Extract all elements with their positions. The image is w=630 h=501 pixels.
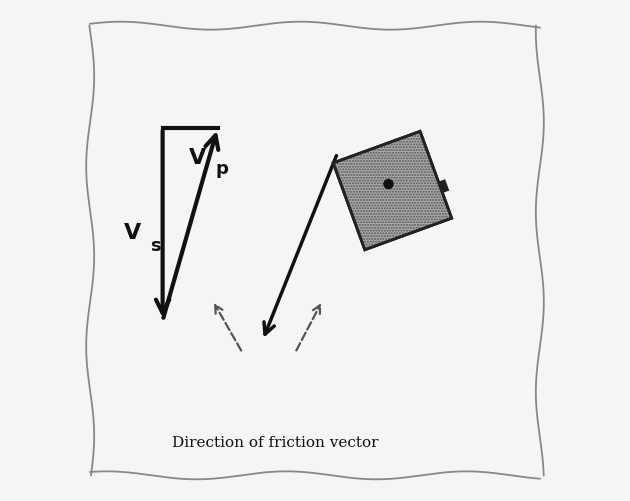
Polygon shape — [353, 179, 449, 224]
Text: $\mathbf{V}$: $\mathbf{V}$ — [188, 148, 207, 168]
Text: $\mathbf{p}$: $\mathbf{p}$ — [215, 161, 229, 179]
Polygon shape — [333, 131, 452, 250]
Circle shape — [384, 179, 393, 188]
Text: $\mathbf{V}$: $\mathbf{V}$ — [123, 223, 142, 243]
Text: $\mathbf{s}$: $\mathbf{s}$ — [150, 236, 162, 255]
Text: Direction of friction vector: Direction of friction vector — [172, 436, 378, 450]
